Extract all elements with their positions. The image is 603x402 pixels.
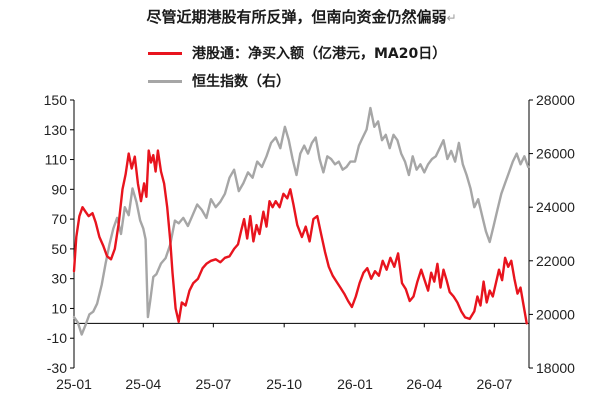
legend-item-southbound: 港股通：净买入额（亿港元，MA20日）	[148, 43, 446, 63]
y-left-tick-label: 30	[51, 271, 67, 287]
y-right-tick-label: 20000	[536, 306, 575, 322]
paragraph-mark-icon: ↵	[446, 11, 457, 25]
y-left-tick-label: 150	[44, 92, 68, 108]
y-right-tick-label: 28000	[536, 92, 575, 108]
y-left-tick-label: 90	[51, 181, 67, 197]
chart-title-text: 尽管近期港股有所反弹，但南向资金仍然偏弱	[146, 8, 447, 26]
x-tick-label: 25-10	[266, 376, 302, 392]
legend-label-southbound: 港股通：净买入额（亿港元，MA20日）	[192, 46, 447, 62]
series-line-southbound	[72, 149, 528, 325]
series-line-hsi	[72, 106, 530, 336]
y-left-tick-label: 50	[51, 241, 67, 257]
y-right-tick-label: 18000	[536, 360, 575, 376]
x-tick-label: 25-01	[56, 376, 92, 392]
chart-title: 尽管近期港股有所反弹，但南向资金仍然偏弱↵	[0, 6, 603, 27]
x-tick-label: 25-04	[125, 376, 161, 392]
x-tick-label: 26-01	[337, 376, 373, 392]
y-left-tick-label: 110	[45, 152, 68, 168]
legend-swatch-hsi	[148, 79, 182, 83]
y-right-tick-label: 26000	[536, 146, 575, 162]
y-left-tick-label: 130	[44, 122, 68, 138]
y-left-tick-label: -30	[47, 360, 67, 376]
y-left-tick-label: -10	[47, 330, 67, 346]
y-right-tick-label: 24000	[536, 199, 575, 215]
y-left-tick-label: 10	[51, 300, 67, 316]
legend-swatch-southbound	[148, 51, 182, 55]
x-tick-label: 26-04	[406, 376, 442, 392]
x-tick-label: 26-07	[476, 376, 512, 392]
legend-label-hsi: 恒生指数（右）	[192, 74, 290, 90]
y-left-tick-label: 70	[51, 211, 67, 227]
x-tick-label: 25-07	[195, 376, 231, 392]
y-right-tick-label: 22000	[536, 253, 575, 269]
legend-item-hsi: 恒生指数（右）	[148, 71, 290, 91]
